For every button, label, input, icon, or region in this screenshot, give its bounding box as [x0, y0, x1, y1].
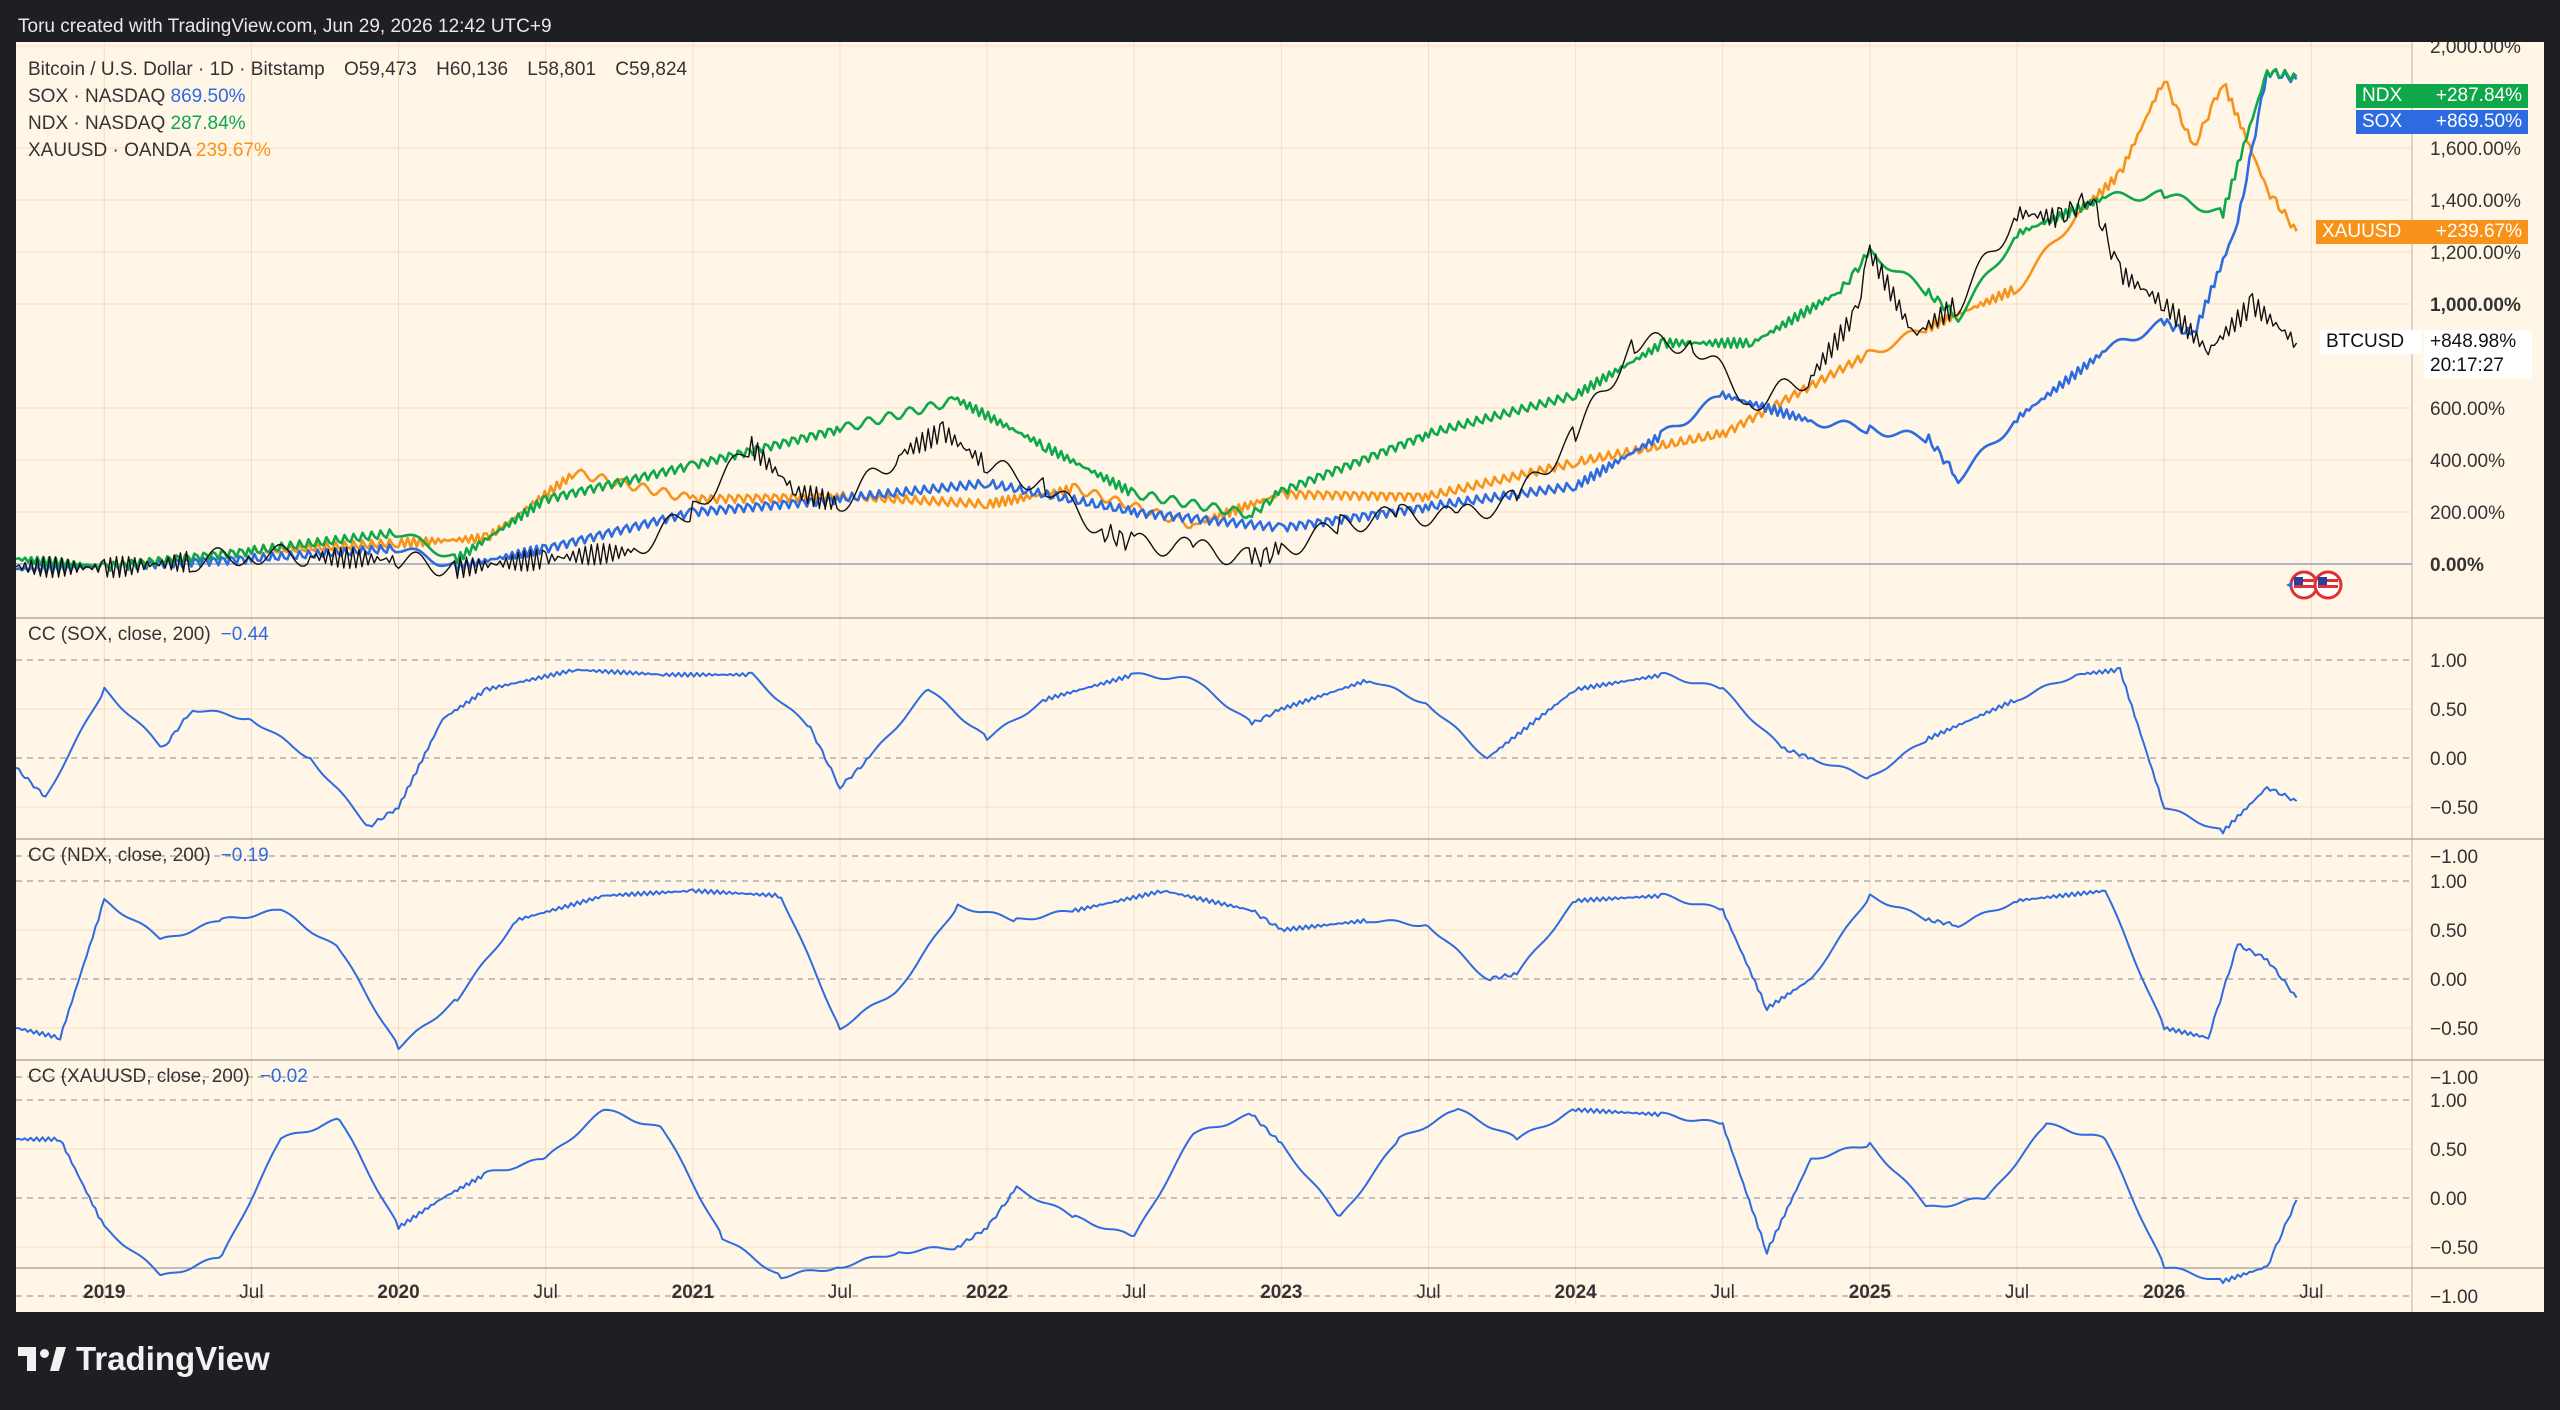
sox-tag-name: SOX: [2362, 111, 2403, 132]
main-legend: Bitcoin / U.S. Dollar · 1D · Bitstamp O5…: [28, 56, 687, 164]
x-tick-label: Jul: [1122, 1282, 1146, 1303]
ndx-tag-name: NDX: [2362, 85, 2403, 106]
sox-tag-value: +869.50%: [2435, 111, 2522, 132]
cc-ndx-tick-label: 0.50: [2430, 921, 2467, 942]
cc-sox-tick-label: 0.50: [2430, 700, 2467, 721]
legend-xau-value: 239.67%: [195, 140, 271, 161]
x-tick-label: 2021: [672, 1282, 715, 1303]
cc-sox-line[interactable]: [16, 666, 2298, 835]
x-tick-label: 2022: [966, 1282, 1008, 1303]
cc-xau-tick-label: −0.50: [2430, 1238, 2478, 1259]
footer-brand: TradingView: [76, 1340, 270, 1377]
cc-ndx-tick-label: 1.00: [2430, 872, 2467, 893]
legend-high: H60,136: [436, 59, 509, 80]
y-tick-label: 2,000.00%: [2430, 42, 2521, 58]
sox-line[interactable]: [16, 68, 2298, 575]
cc-sox-tick-label: −0.50: [2430, 798, 2478, 819]
x-tick-label: Jul: [2299, 1282, 2323, 1303]
x-tick-label: 2023: [1260, 1282, 1302, 1303]
tradingview-logo-icon: [18, 1345, 66, 1373]
cc-ndx-label[interactable]: CC (NDX, close, 200) −0.19: [28, 845, 269, 867]
legend-ndx-name: NDX · NASDAQ: [28, 113, 166, 134]
legend-row-xau[interactable]: XAUUSD · OANDA 239.67%: [28, 137, 687, 164]
cc-ndx-line[interactable]: [16, 888, 2298, 1051]
cc-sox-tick-label: −1.00: [2430, 847, 2478, 868]
ndx-price-tag: NDX +287.84%: [2356, 84, 2528, 108]
ndx-line[interactable]: [16, 67, 2298, 572]
x-tick-label: Jul: [534, 1282, 558, 1303]
chart-attribution: Toru created with TradingView.com, Jun 2…: [18, 16, 552, 37]
cc-xau-tick-label: 0.50: [2430, 1140, 2467, 1161]
legend-open: O59,473: [343, 59, 417, 80]
cc-sox-title: CC (SOX, close, 200): [28, 624, 211, 645]
cc-xau-tick-label: 1.00: [2430, 1091, 2467, 1112]
cc-sox-label[interactable]: CC (SOX, close, 200) −0.44: [28, 624, 269, 646]
cc-ndx-tick-label: 0.00: [2430, 970, 2467, 991]
legend-ndx-value: 287.84%: [170, 113, 246, 134]
legend-row-ndx[interactable]: NDX · NASDAQ 287.84%: [28, 110, 687, 137]
y-tick-label: 1,600.00%: [2430, 139, 2521, 160]
cc-xau-line[interactable]: [16, 1107, 2298, 1285]
x-tick-label: Jul: [1416, 1282, 1440, 1303]
y-tick-label: 1,000.00%: [2430, 295, 2521, 316]
x-tick-label: Jul: [2005, 1282, 2029, 1303]
cc-xau-title: CC (XAUUSD, close, 200): [28, 1066, 250, 1087]
btc-tag-name: BTCUSD: [2320, 330, 2422, 354]
legend-symbol: Bitcoin / U.S. Dollar · 1D · Bitstamp: [28, 59, 325, 80]
sox-price-tag: SOX +869.50%: [2356, 110, 2528, 134]
chart-area[interactable]: 0.00% 200.00% 400.00% 600.00% 1,000.00% 1,200…: [16, 42, 2544, 1312]
y-tick-label: 200.00%: [2430, 503, 2505, 524]
cc-sox-value: −0.44: [220, 624, 269, 645]
cc-ndx-value: −0.19: [220, 845, 269, 866]
cc-sox-tick-label: 1.00: [2430, 651, 2467, 672]
y-tick-label: 400.00%: [2430, 451, 2505, 472]
legend-low: L58,801: [527, 59, 596, 80]
legend-row-btc[interactable]: Bitcoin / U.S. Dollar · 1D · Bitstamp O5…: [28, 56, 687, 83]
x-tick-label: Jul: [1711, 1282, 1735, 1303]
btc-countdown: 20:17:27: [2430, 355, 2504, 376]
cc-ndx-tick-label: −1.00: [2430, 1068, 2478, 1089]
cc-ndx-tick-label: −0.50: [2430, 1019, 2478, 1040]
x-tick-label: Jul: [828, 1282, 852, 1303]
tradingview-logo[interactable]: TradingView: [18, 1340, 270, 1378]
cc-xau-label[interactable]: CC (XAUUSD, close, 200) −0.02: [28, 1066, 308, 1088]
btc-tag-value: +848.98%: [2430, 331, 2517, 352]
ndx-tag-value: +287.84%: [2435, 85, 2522, 106]
legend-xau-name: XAUUSD · OANDA: [28, 140, 191, 161]
cc-sox-tick-label: 0.00: [2430, 749, 2467, 770]
xau-price-tag: XAUUSD +239.67%: [2316, 220, 2528, 244]
economic-events-icon[interactable]: [2284, 568, 2344, 602]
us-flag-icon: [2286, 570, 2343, 600]
cc-xau-tick-label: 0.00: [2430, 1189, 2467, 1210]
legend-sox-name: SOX · NASDAQ: [28, 86, 166, 107]
btc-price-line[interactable]: [16, 192, 2298, 579]
btc-price-tag: +848.98% 20:17:27: [2424, 330, 2532, 378]
legend-sox-value: 869.50%: [170, 86, 246, 107]
x-tick-label: 2026: [2143, 1282, 2185, 1303]
cc-ndx-title: CC (NDX, close, 200): [28, 845, 211, 866]
y-tick-label: 600.00%: [2430, 399, 2505, 420]
legend-row-sox[interactable]: SOX · NASDAQ 869.50%: [28, 83, 687, 110]
cc-xau-value: −0.02: [259, 1066, 308, 1087]
xau-tag-value: +239.67%: [2435, 221, 2522, 242]
x-tick-label: 2025: [1849, 1282, 1892, 1303]
x-tick-label: 2020: [377, 1282, 419, 1303]
x-tick-label: 2019: [83, 1282, 125, 1303]
y-tick-label: 0.00%: [2430, 555, 2484, 576]
x-tick-label: Jul: [239, 1282, 263, 1303]
chart-svg[interactable]: 0.00% 200.00% 400.00% 600.00% 1,000.00% 1,200…: [16, 42, 2544, 1312]
y-tick-label: 1,200.00%: [2430, 243, 2521, 264]
x-tick-label: 2024: [1554, 1282, 1597, 1303]
legend-close: C59,824: [615, 59, 688, 80]
y-tick-label: 1,400.00%: [2430, 191, 2521, 212]
cc-xau-tick-label: −1.00: [2430, 1287, 2478, 1308]
xau-tag-name: XAUUSD: [2322, 221, 2402, 242]
